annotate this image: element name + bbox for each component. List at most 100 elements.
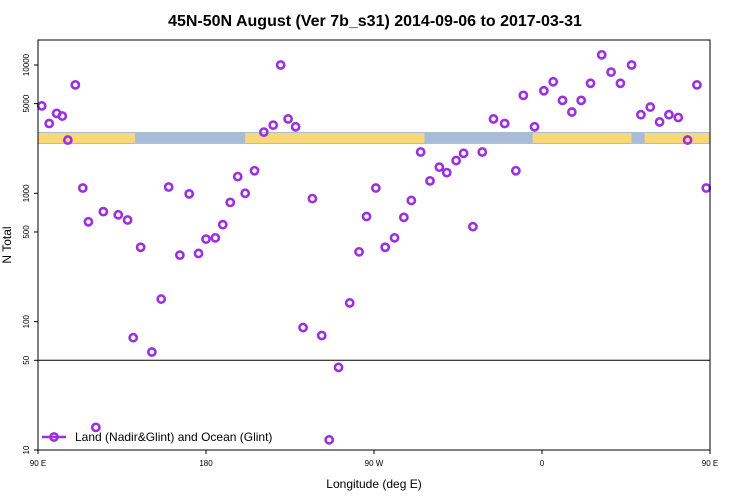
x-tick-label: 90 E bbox=[702, 459, 718, 468]
data-point bbox=[654, 117, 665, 127]
data-point bbox=[324, 434, 335, 445]
data-point bbox=[538, 85, 549, 96]
data-point bbox=[90, 422, 101, 433]
data-point bbox=[682, 135, 693, 145]
data-points bbox=[36, 49, 712, 445]
data-point bbox=[585, 78, 596, 89]
data-point bbox=[113, 209, 124, 220]
y-tick-label: 10 bbox=[22, 445, 31, 454]
data-point bbox=[307, 193, 318, 204]
data-point bbox=[240, 188, 251, 199]
y-axis: 10 50 100 500 1000 5000 10000 bbox=[22, 53, 38, 454]
y-tick-label: 10000 bbox=[22, 53, 31, 76]
data-point bbox=[548, 76, 559, 87]
data-point bbox=[361, 211, 372, 222]
data-point bbox=[83, 216, 94, 227]
data-point bbox=[268, 120, 279, 131]
data-point bbox=[499, 118, 510, 129]
data-point bbox=[606, 67, 616, 78]
data-point bbox=[451, 155, 462, 166]
chart-title: 45N-50N August (Ver 7b_s31) 2014-09-06 t… bbox=[168, 13, 582, 30]
data-point bbox=[135, 242, 146, 253]
data-point bbox=[163, 182, 174, 192]
data-point bbox=[398, 212, 409, 223]
data-point bbox=[477, 147, 488, 157]
data-point bbox=[566, 107, 577, 117]
data-point bbox=[441, 167, 452, 178]
data-point bbox=[77, 183, 88, 193]
data-point bbox=[380, 242, 391, 253]
map-strip-land bbox=[532, 132, 632, 143]
data-point bbox=[62, 135, 73, 145]
data-point bbox=[415, 147, 426, 157]
data-point bbox=[389, 232, 400, 243]
map-strip-land bbox=[38, 132, 136, 143]
data-point bbox=[701, 183, 712, 193]
data-point bbox=[692, 79, 702, 90]
data-point bbox=[156, 294, 167, 304]
data-point bbox=[174, 250, 185, 261]
data-point bbox=[529, 121, 540, 132]
data-point bbox=[425, 175, 435, 186]
legend-label: Land (Nadir&Glint) and Ocean (Glint) bbox=[75, 430, 272, 444]
data-point bbox=[615, 78, 626, 89]
data-point bbox=[333, 362, 344, 373]
data-point bbox=[596, 49, 607, 60]
map-strip bbox=[38, 131, 710, 144]
data-point bbox=[673, 112, 684, 123]
data-point bbox=[249, 165, 260, 176]
y-tick-label: 100 bbox=[22, 314, 31, 328]
legend: Land (Nadir&Glint) and Ocean (Glint) bbox=[42, 430, 272, 444]
data-point bbox=[201, 234, 211, 244]
data-point bbox=[626, 60, 637, 70]
data-point bbox=[434, 162, 445, 173]
data-point bbox=[354, 246, 364, 257]
data-point bbox=[645, 102, 656, 112]
data-point bbox=[344, 298, 355, 308]
data-point bbox=[316, 330, 327, 341]
data-point bbox=[576, 95, 587, 106]
data-point bbox=[518, 90, 529, 101]
data-point bbox=[128, 332, 139, 343]
legend-marker bbox=[49, 432, 59, 442]
data-point bbox=[664, 109, 674, 120]
data-point bbox=[283, 114, 294, 124]
data-point bbox=[298, 322, 308, 333]
data-point bbox=[468, 221, 478, 232]
data-point bbox=[458, 148, 469, 159]
data-point bbox=[636, 109, 646, 120]
x-tick-label: 180 bbox=[199, 459, 213, 468]
data-point bbox=[275, 60, 286, 70]
data-point bbox=[193, 248, 204, 259]
y-tick-label: 500 bbox=[22, 225, 31, 239]
data-point bbox=[36, 101, 47, 111]
y-tick-label: 50 bbox=[22, 355, 31, 364]
map-strip-land bbox=[245, 132, 425, 143]
data-point bbox=[44, 118, 55, 129]
data-point bbox=[70, 79, 81, 90]
y-tick-label: 1000 bbox=[22, 184, 31, 202]
x-axis-label: Longitude (deg E) bbox=[326, 477, 421, 491]
data-point bbox=[370, 183, 381, 193]
data-point bbox=[184, 188, 195, 199]
y-axis-label: N Total bbox=[0, 226, 14, 263]
data-point bbox=[290, 121, 301, 132]
data-point bbox=[217, 219, 228, 230]
x-axis: 90 E 180 90 W 0 90 E bbox=[30, 450, 718, 468]
data-point bbox=[225, 197, 236, 208]
x-tick-label: 0 bbox=[540, 459, 545, 468]
x-tick-label: 90 E bbox=[30, 459, 46, 468]
data-point bbox=[57, 111, 68, 121]
x-tick-label: 90 W bbox=[365, 459, 384, 468]
data-point bbox=[557, 95, 568, 106]
map-strip-land bbox=[644, 132, 710, 143]
data-point bbox=[122, 215, 133, 225]
data-point bbox=[146, 347, 157, 357]
data-point bbox=[98, 206, 109, 217]
data-point bbox=[406, 195, 417, 206]
y-tick-label: 5000 bbox=[22, 94, 31, 112]
data-point bbox=[232, 171, 243, 182]
data-point bbox=[488, 114, 499, 124]
data-point bbox=[510, 165, 521, 176]
